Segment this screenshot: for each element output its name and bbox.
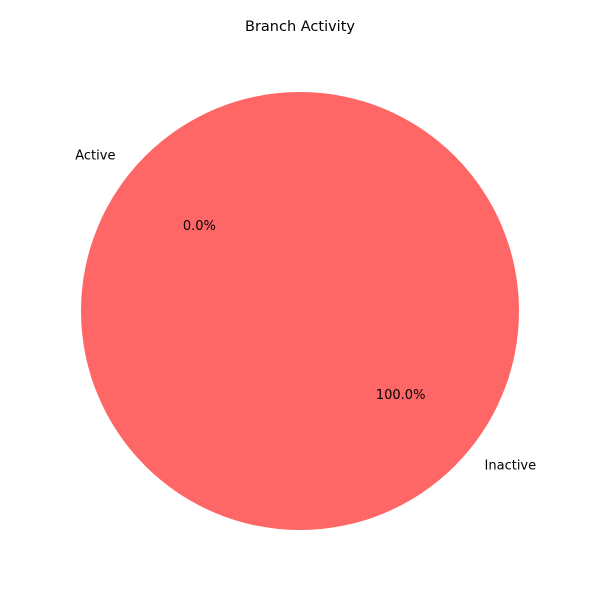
pie-slices (81, 92, 519, 530)
slice-label-active: Active (75, 149, 115, 164)
chart-title: Branch Activity (245, 19, 355, 35)
pie-labels: Active 0.0% Inactive 100.0% (75, 149, 536, 474)
slice-percent-active: 0.0% (183, 219, 216, 234)
slice-label-inactive: Inactive (485, 458, 537, 473)
slice-percent-inactive: 100.0% (376, 388, 426, 403)
pie-slice-inactive (81, 92, 519, 530)
